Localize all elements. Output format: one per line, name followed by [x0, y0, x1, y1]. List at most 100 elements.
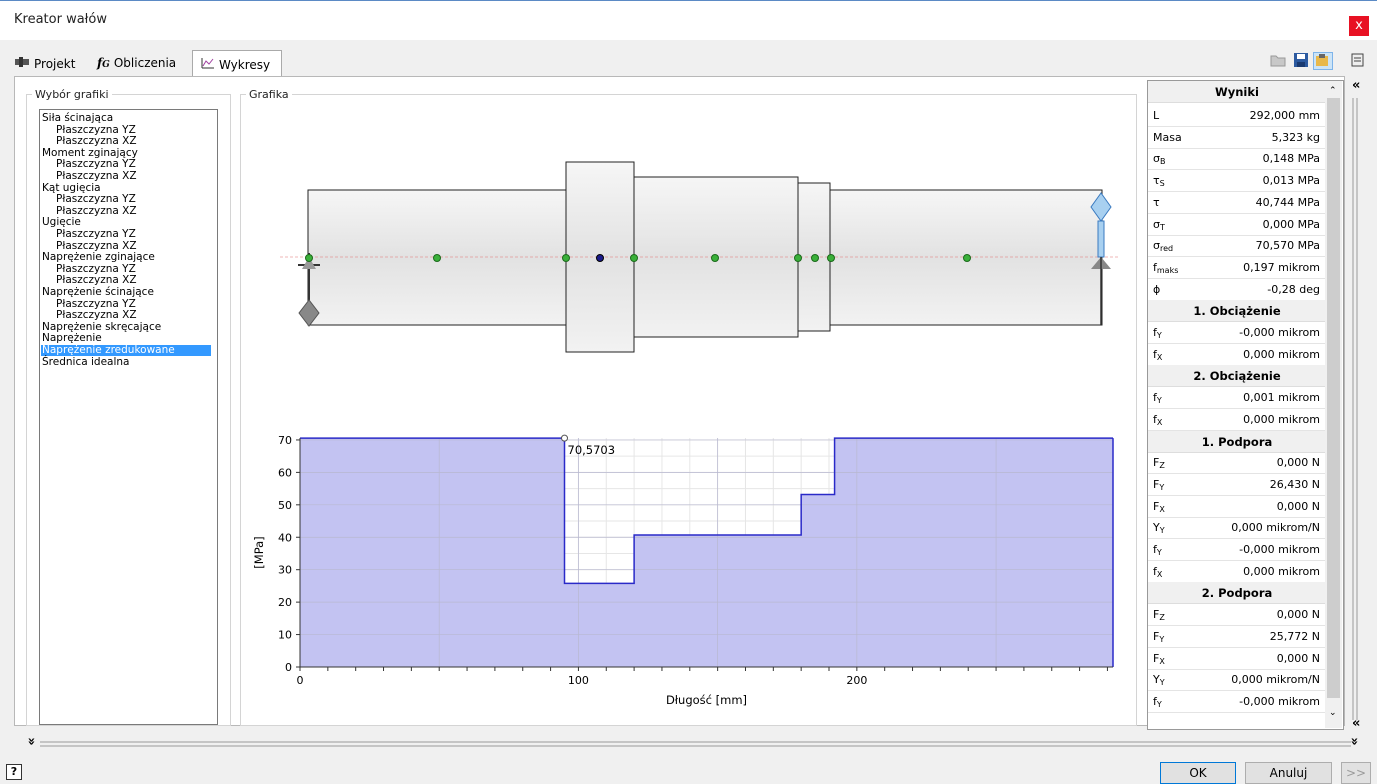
x-axis-label: Długość [mm] [666, 693, 747, 707]
result-symbol: f [1153, 694, 1157, 708]
list-item[interactable]: Płaszczyzna XZ [56, 239, 137, 252]
result-symbol: F [1153, 499, 1160, 513]
result-symbol: f [1153, 347, 1157, 361]
results-panel: Wyniki L 292,000 mm Masa 5,323 kg σB 0,148 MPa… [1147, 80, 1344, 730]
wybor-grafiki-group [26, 94, 231, 726]
list-item[interactable]: Naprężenie skręcające [42, 320, 162, 333]
result-key: FZ [1153, 608, 1165, 622]
list-item[interactable]: Średnica idealna [42, 355, 130, 368]
result-value: 0,001 mikrom [1243, 391, 1320, 405]
result-key: τ [1153, 196, 1160, 209]
close-button[interactable]: x [1349, 16, 1369, 36]
ok-button[interactable]: OK [1160, 762, 1236, 784]
results-scroll-thumb[interactable] [1327, 98, 1340, 698]
x-tick-label: 100 [568, 674, 589, 687]
list-item[interactable]: Kąt ugięcia [42, 181, 101, 194]
list-item[interactable]: Płaszczyzna YZ [56, 193, 136, 206]
result-symbol: Y [1153, 521, 1160, 535]
stress-area [300, 438, 1113, 667]
list-item[interactable]: Płaszczyzna XZ [56, 309, 137, 322]
y-tick-label: 0 [285, 661, 292, 674]
tab-obliczenia[interactable]: fG Obliczenia [97, 50, 189, 76]
settings-icon[interactable] [1313, 52, 1333, 70]
cancel-button[interactable]: Anuluj [1245, 762, 1332, 784]
list-item[interactable]: Płaszczyzna YZ [56, 123, 136, 136]
graphics-list[interactable]: Siła ścinająca Płaszczyzna YZ Płaszczyzna … [39, 109, 218, 725]
list-item[interactable]: Płaszczyzna YZ [56, 158, 136, 171]
result-symbol: F [1153, 456, 1160, 470]
result-row: fX 0,000 mikrom [1148, 344, 1326, 366]
results-section-header: 2. Obciążenie [1148, 365, 1326, 388]
result-row: fY -0,000 mikrom [1148, 322, 1326, 344]
result-subscript: Y [1159, 634, 1165, 644]
tab-wykresy[interactable]: Wykresy [192, 50, 282, 77]
list-item[interactable]: Naprężenie [42, 332, 102, 345]
scroll-down-icon[interactable]: ⌄ [1329, 708, 1337, 718]
help-button[interactable]: ? [6, 764, 22, 780]
stress-line [300, 437, 1113, 585]
result-key: fY [1153, 326, 1162, 340]
result-key: ϕ [1153, 283, 1160, 296]
list-item[interactable]: Moment zginający [42, 146, 138, 159]
more-button[interactable]: >> [1341, 762, 1371, 784]
result-subscript: X [1156, 352, 1163, 362]
result-symbol: Y [1153, 673, 1160, 687]
tab-projekt-label: Projekt [34, 57, 76, 71]
result-subscript: Z [1159, 461, 1165, 471]
result-value: 0,148 MPa [1262, 152, 1320, 166]
result-row: L 292,000 mm [1148, 105, 1326, 127]
collapse-down-icon[interactable]: » [23, 737, 39, 746]
result-subscript: X [1156, 417, 1163, 427]
results-section-header: 1. Podpora [1148, 430, 1326, 453]
open-folder-icon[interactable] [1270, 52, 1286, 68]
result-row: fY 0,001 mikrom [1148, 387, 1326, 410]
list-item[interactable]: Płaszczyzna XZ [56, 274, 137, 287]
result-value: 5,323 kg [1271, 130, 1320, 144]
list-item[interactable]: Płaszczyzna XZ [56, 204, 137, 217]
list-item[interactable]: Płaszczyzna YZ [56, 297, 136, 310]
scroll-up-icon[interactable]: ⌃ [1329, 86, 1337, 96]
list-item[interactable]: Naprężenie zredukowane [41, 345, 211, 356]
list-item[interactable]: Naprężenie zginające [42, 251, 155, 264]
result-key: Masa [1153, 131, 1182, 144]
y-tick-label: 40 [278, 531, 292, 544]
result-row: YY 0,000 mikrom/N [1148, 669, 1326, 692]
result-symbol: σ [1153, 152, 1160, 166]
save-icon[interactable] [1293, 52, 1309, 68]
result-row: τ 40,744 MPa [1148, 192, 1326, 214]
notes-icon[interactable] [1350, 52, 1366, 68]
list-item[interactable]: Płaszczyzna XZ [56, 170, 137, 182]
result-value: 40,744 MPa [1255, 195, 1320, 209]
y-tick-label: 10 [278, 629, 292, 642]
stress-chart: 0 100 200 0 10 20 30 40 50 60 70 Długość [mm] [MPa] 7… [252, 434, 1114, 707]
function-icon: fG [97, 56, 110, 70]
result-subscript: Y [1156, 548, 1162, 557]
list-item[interactable]: Płaszczyzna YZ [56, 228, 136, 240]
collapse-down-right-icon[interactable]: » [1346, 737, 1362, 746]
result-row: FZ 0,000 N [1148, 604, 1326, 627]
list-item[interactable]: Płaszczyzna XZ [56, 135, 137, 148]
result-symbol: ϕ [1153, 282, 1161, 296]
result-key: FY [1153, 630, 1164, 644]
result-row: Masa 5,323 kg [1148, 127, 1326, 149]
result-value: 0,000 N [1276, 651, 1320, 665]
tab-projekt[interactable]: Projekt [14, 50, 94, 76]
collapse-right-bottom-icon[interactable]: « [1352, 716, 1361, 731]
result-value: 0,000 mikrom/N [1231, 521, 1320, 535]
list-item[interactable]: Naprężenie ścinające [42, 286, 154, 298]
result-symbol: F [1153, 629, 1160, 643]
result-key: FY [1153, 478, 1164, 492]
result-subscript: X [1156, 569, 1163, 579]
vertical-splitter[interactable] [1347, 80, 1367, 730]
y-tick-label: 70 [278, 434, 292, 447]
list-item[interactable]: Siła ścinająca [42, 112, 114, 124]
grafika-title: Grafika [246, 88, 292, 101]
collapse-right-icon[interactable]: « [1352, 78, 1361, 93]
list-item[interactable]: Ugięcie [42, 216, 81, 229]
result-subscript: Y [1159, 482, 1165, 492]
list-item[interactable]: Płaszczyzna YZ [56, 262, 136, 275]
horizontal-splitter[interactable] [26, 738, 1366, 750]
shaft-icon [14, 56, 30, 71]
result-row: FY 26,430 N [1148, 474, 1326, 496]
left-support-icon [298, 253, 320, 327]
